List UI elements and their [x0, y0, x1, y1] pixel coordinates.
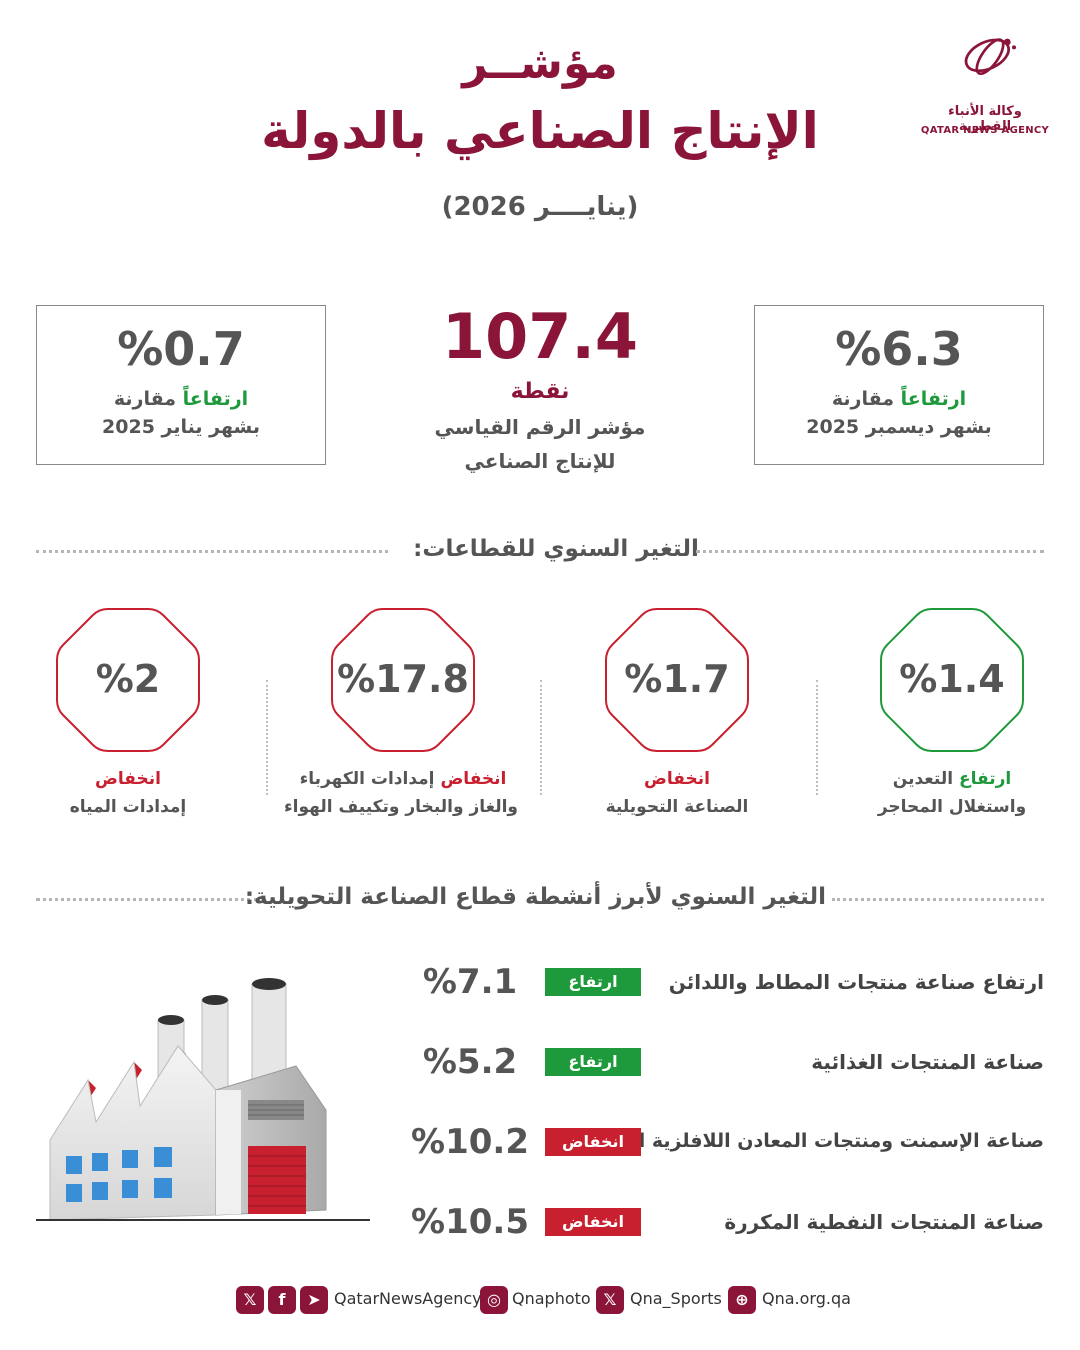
sector-direction: انخفاض — [440, 769, 507, 789]
sector-value: %17.8 — [337, 657, 469, 701]
yearly-change-box: %0.7 ارتفاعاً مقارنة بشهر يناير 2025 — [36, 305, 326, 465]
activity-name: ارتفاع صناعة منتجات المطاط واللدائن — [668, 970, 1044, 994]
monthly-change-label: ارتفاعاً مقارنة — [755, 388, 1043, 410]
sector-label-line1: انخفاض إمدادات الكهرباء — [288, 769, 518, 789]
social-handle-sports[interactable]: Qna_Sports — [630, 1289, 722, 1308]
sector-label-line1: انخفاض — [13, 769, 243, 789]
sector-name-b: والغاز والبخار وتكييف الهواء — [283, 797, 518, 817]
monthly-change-compare: مقارنة — [831, 388, 901, 410]
sector-card-water: %2 انخفاض إمدادات المياه — [13, 605, 243, 821]
sectors-section-title: التغير السنوي للقطاعات: — [413, 536, 699, 562]
sector-name-a: التعدين — [892, 769, 959, 789]
sector-label-line1: انخفاض — [562, 769, 792, 789]
sector-name-a: إمدادات الكهرباء — [299, 769, 441, 789]
octagon-frame-icon — [605, 608, 749, 752]
yearly-change-direction: ارتفاعاً — [182, 388, 249, 410]
divider — [832, 898, 1044, 901]
activities-section-title: التغير السنوي لأبرز أنشطة قطاع الصناعة ا… — [244, 884, 826, 910]
yearly-change-compare: مقارنة — [113, 388, 183, 410]
octagon-frame-icon — [331, 608, 475, 752]
sector-name-b: واستغلال المحاجر — [877, 797, 1027, 817]
factory-illustration-icon — [36, 978, 370, 1221]
social-handle-photo[interactable]: Qnaphoto — [512, 1289, 591, 1308]
activity-badge-up: ارتفاع — [545, 968, 641, 996]
sector-direction: ارتفاع — [958, 769, 1012, 789]
index-desc-line1: مؤشر الرقم القياسي — [434, 415, 646, 439]
x-social-icon[interactable]: 𝕏 — [236, 1286, 264, 1314]
index-stat: 107.4 نقطة مؤشر الرقم القياسي للإنتاج ال… — [380, 300, 700, 478]
sector-direction: انخفاض — [95, 769, 161, 789]
sector-card-manufacturing: %1.7 انخفاض الصناعة التحويلية — [562, 605, 792, 821]
activities-section-header: التغير السنوي لأبرز أنشطة قطاع الصناعة ا… — [36, 884, 1044, 914]
octagon-frame-icon — [880, 608, 1024, 752]
facebook-icon[interactable]: f — [268, 1286, 296, 1314]
divider — [36, 898, 258, 901]
octagon-frame-icon — [56, 608, 200, 752]
sector-value: %1.4 — [899, 657, 1005, 701]
monthly-change-value: %6.3 — [835, 322, 963, 376]
telegram-icon[interactable]: ➤ — [300, 1286, 328, 1314]
yearly-change-label: ارتفاعاً مقارنة — [37, 388, 325, 410]
instagram-icon[interactable]: ◎ — [480, 1286, 508, 1314]
sector-value: %1.7 — [624, 657, 730, 701]
divider — [540, 680, 542, 795]
page-subtitle: (ينايــــر 2026) — [441, 192, 639, 222]
sector-value: %2 — [95, 657, 161, 701]
website-link[interactable]: Qna.org.qa — [762, 1289, 851, 1308]
logo-english-text: QATAR NEWS AGENCY — [920, 125, 1050, 136]
divider — [696, 550, 1044, 553]
sector-name-b: الصناعة التحويلية — [605, 797, 749, 817]
index-unit: نقطة — [510, 379, 570, 404]
monthly-change-direction: ارتفاعاً — [900, 388, 967, 410]
sector-direction: انخفاض — [644, 769, 710, 789]
activity-name: صناعة الإسمنت ومنتجات المعادن اللافلزية … — [581, 1130, 1044, 1152]
page-title-line1: مؤشــر — [462, 38, 618, 89]
sector-card-mining: %1.4 ارتفاع التعدين واستغلال المحاجر — [837, 605, 1067, 821]
activity-badge-down: انخفاض — [545, 1208, 641, 1236]
activity-value: %10.5 — [411, 1202, 529, 1242]
index-value: 107.4 — [441, 300, 639, 373]
activity-badge-up: ارتفاع — [545, 1048, 641, 1076]
sector-name-b: إمدادات المياه — [69, 797, 187, 817]
activity-name: صناعة المنتجات النفطية المكررة — [724, 1210, 1044, 1234]
page-title-line2: الإنتاج الصناعي بالدولة — [261, 102, 819, 160]
activity-name: صناعة المنتجات الغذائية — [811, 1050, 1044, 1074]
x-social-icon[interactable]: 𝕏 — [596, 1286, 624, 1314]
activity-value: %10.2 — [411, 1122, 529, 1162]
globe-icon[interactable]: ⊕ — [728, 1286, 756, 1314]
divider — [36, 550, 388, 553]
divider — [266, 680, 268, 795]
sector-card-electricity: %17.8 انخفاض إمدادات الكهرباء والغاز وال… — [283, 605, 518, 821]
logo-arabic-text: وكالة الأنباء القطرية — [948, 104, 1022, 134]
divider — [816, 680, 818, 795]
sector-label-line1: ارتفاع التعدين — [837, 769, 1067, 789]
yearly-change-value: %0.7 — [117, 322, 245, 376]
index-desc-line2: للإنتاج الصناعي — [464, 449, 616, 473]
social-handle-main[interactable]: QatarNewsAgency — [334, 1289, 482, 1308]
activity-badge-down: انخفاض — [545, 1128, 641, 1156]
activity-value: %7.1 — [422, 962, 518, 1002]
activity-value: %5.2 — [422, 1042, 518, 1082]
monthly-change-box: %6.3 ارتفاعاً مقارنة بشهر ديسمبر 2025 — [754, 305, 1044, 465]
yearly-change-period: بشهر يناير 2025 — [102, 416, 260, 438]
qna-logo-icon — [964, 38, 1016, 76]
sectors-section-header: التغير السنوي للقطاعات: — [36, 536, 1044, 566]
social-footer: 𝕏 f ➤ QatarNewsAgency ◎ Qnaphoto 𝕏 Qna_S… — [0, 1286, 1080, 1318]
monthly-change-period: بشهر ديسمبر 2025 — [806, 416, 992, 438]
